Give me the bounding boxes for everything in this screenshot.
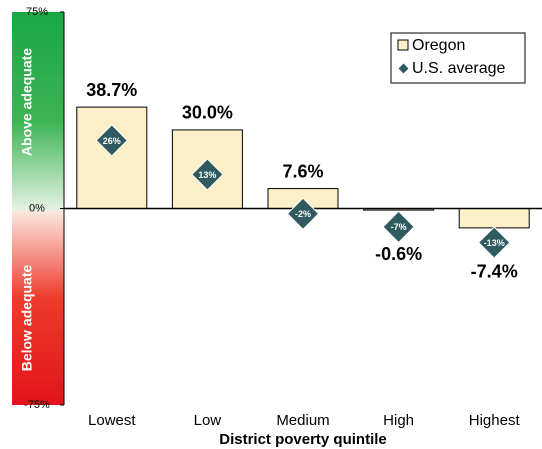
marker-label: -13% (484, 238, 505, 248)
bar (76, 106, 148, 209)
legend-box (390, 32, 526, 84)
value-label: 30.0% (182, 103, 233, 123)
y-tick-label: 75% (26, 6, 48, 18)
x-axis-title: District poverty quintile (219, 431, 387, 448)
adequate-band (12, 12, 64, 211)
inadequate-band (12, 211, 64, 405)
value-label: 38.7% (86, 80, 137, 100)
value-label: 7.6% (282, 161, 323, 181)
value-label: -0.6% (375, 244, 422, 264)
legend-label: U.S. average (412, 60, 505, 77)
legend-label: Oregon (412, 37, 465, 54)
x-tick-label: Low (194, 412, 222, 429)
y-tick-label: 0% (29, 202, 45, 214)
x-tick-label: High (383, 412, 414, 429)
above-label: Above adequate (19, 48, 35, 156)
y-tick-label: -75% (24, 399, 50, 411)
diamond-marker (382, 210, 415, 244)
marker-label: 26% (103, 136, 121, 146)
legend-swatch (397, 39, 409, 51)
marker-label: -7% (391, 222, 407, 232)
bar (458, 208, 530, 229)
below-label: Below adequate (19, 265, 35, 372)
marker-label: 13% (198, 170, 216, 180)
diamond-marker (191, 158, 224, 191)
x-tick-label: Highest (469, 412, 521, 429)
diamond-marker (95, 124, 129, 157)
marker-label: -2% (295, 209, 311, 219)
diamond-marker (477, 226, 511, 259)
x-tick-label: Lowest (88, 412, 136, 429)
x-tick-label: Medium (276, 412, 329, 429)
value-label: -7.4% (471, 262, 518, 282)
diamond-marker (286, 197, 320, 231)
legend: Oregon U.S. average (390, 32, 526, 84)
